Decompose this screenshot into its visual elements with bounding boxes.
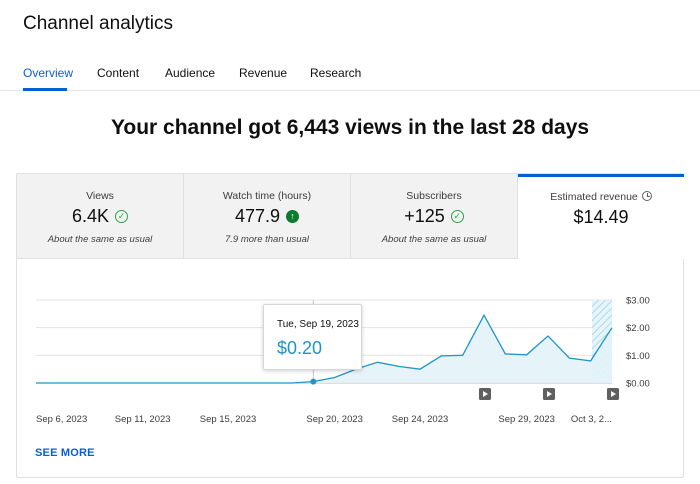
tab-overview[interactable]: Overview (23, 66, 74, 80)
y-tick-label: $2.00 (626, 323, 650, 334)
metric-value: +125 (404, 206, 445, 226)
clock-icon (641, 191, 652, 201)
metric-value: 477.9 (234, 206, 281, 226)
metric-value: $14.49 (573, 207, 629, 227)
series-area (36, 315, 612, 383)
metric-tab-views[interactable]: Views 6.4K ✓ About the same as usual (17, 174, 184, 259)
tab-research[interactable]: Research (310, 66, 362, 80)
metric-value: 6.4K (71, 206, 110, 226)
x-tick-label: Sep 20, 2023 (306, 414, 363, 425)
page-title: Channel analytics (23, 13, 173, 34)
series-line (36, 313, 613, 384)
x-tick-label: Sep 15, 2023 (200, 414, 257, 425)
video-marker-play-icon[interactable] (479, 388, 491, 400)
x-tick-label: Sep 24, 2023 (392, 414, 449, 425)
tab-audience[interactable]: Audience (165, 66, 216, 80)
x-tick-label: Sep 6, 2023 (36, 414, 87, 425)
chart-tooltip: Tue, Sep 19, 2023 $0.20 (263, 304, 362, 370)
metric-comparison: About the same as usual (47, 234, 153, 245)
x-tick-label: Oct 3, 2... (571, 414, 612, 425)
check-circle-icon: ✓ (115, 210, 129, 223)
x-tick-label: Sep 11, 2023 (115, 414, 171, 425)
active-tab-indicator (23, 88, 67, 91)
metric-tab-estimated-revenue[interactable]: Estimated revenue $14.49 (518, 174, 684, 259)
x-tick-label: Sep 29, 2023 (498, 414, 555, 425)
metric-value-row: +125 ✓ (351, 206, 517, 227)
tab-bar: Overview Content Audience Revenue Resear… (0, 60, 700, 91)
play-icon (611, 391, 616, 397)
tab-revenue[interactable]: Revenue (239, 66, 288, 80)
metric-value-row: $14.49 (518, 207, 684, 228)
metric-comparison: 7.9 more than usual (225, 234, 309, 245)
metric-value-row: 477.9 ↑ (184, 206, 350, 227)
video-marker-play-icon[interactable] (607, 388, 619, 400)
metric-comparison: About the same as usual (381, 234, 487, 245)
metric-tab-watch-time[interactable]: Watch time (hours) 477.9 ↑ 7.9 more than… (184, 174, 351, 259)
y-tick-label: $0.00 (626, 379, 650, 390)
metric-label: Estimated revenue (550, 191, 638, 203)
check-circle-icon: ✓ (450, 210, 464, 223)
tooltip-date: Tue, Sep 19, 2023 (277, 319, 359, 330)
play-icon (483, 391, 488, 397)
metric-label: Subscribers (406, 190, 462, 202)
metric-value-row: 6.4K ✓ (17, 206, 183, 227)
arrow-up-icon: ↑ (286, 210, 300, 223)
tab-content[interactable]: Content (97, 66, 140, 80)
see-more-link[interactable]: SEE MORE (35, 447, 95, 459)
y-tick-label: $3.00 (626, 296, 650, 307)
metric-label-row: Estimated revenue (518, 191, 684, 203)
tooltip-value: $0.20 (277, 338, 323, 358)
video-marker-play-icon[interactable] (543, 388, 555, 400)
metric-tab-subscribers[interactable]: Subscribers +125 ✓ About the same as usu… (351, 174, 518, 259)
summary-headline: Your channel got 6,443 views in the last… (110, 116, 590, 139)
metric-label: Views (86, 190, 114, 202)
highlighted-data-point (310, 378, 317, 385)
metric-label: Watch time (hours) (222, 190, 312, 202)
y-tick-label: $1.00 (626, 351, 650, 362)
play-icon (547, 391, 552, 397)
